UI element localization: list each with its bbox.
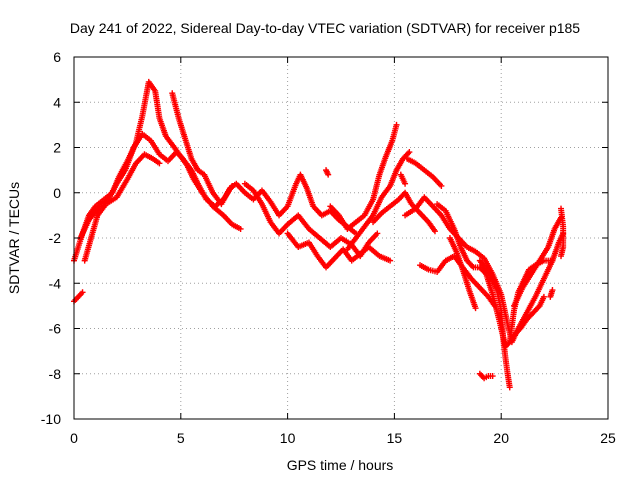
series-arc3 — [81, 151, 163, 264]
series-arc1 — [71, 78, 244, 264]
x-tick-label: 0 — [70, 430, 78, 446]
y-axis-label: SDTVAR / TECUs — [6, 182, 22, 294]
data-point — [549, 257, 556, 264]
series-arc8 — [327, 121, 400, 232]
y-tick-label: -8 — [49, 366, 62, 382]
series-arc21 — [547, 287, 556, 300]
series-arc15 — [476, 257, 513, 391]
series-arc18 — [511, 214, 565, 309]
data-point — [402, 180, 409, 187]
y-tick-label: -10 — [41, 411, 61, 427]
data-points — [71, 78, 567, 391]
x-tick-labels: 0 5 10 15 20 25 — [70, 430, 616, 446]
x-tick-label: 20 — [493, 430, 509, 446]
x-tick-label: 5 — [177, 430, 185, 446]
data-point — [237, 225, 244, 232]
x-axis-label: GPS time / hours — [287, 457, 394, 473]
data-point — [406, 149, 413, 156]
data-point — [393, 121, 400, 128]
data-point — [558, 253, 565, 260]
series-arc7 — [284, 230, 394, 271]
y-tick-label: 4 — [53, 94, 61, 110]
series-arc22 — [323, 167, 332, 178]
data-point — [387, 257, 394, 264]
series-arc11 — [404, 155, 445, 189]
series-arc20 — [558, 205, 567, 260]
y-tick-label: -2 — [49, 230, 62, 246]
series-arc10 — [370, 189, 438, 235]
data-point — [506, 384, 513, 391]
data-point — [472, 305, 479, 312]
data-point — [79, 289, 86, 296]
series-arc23 — [397, 171, 409, 187]
y-tick-label: 6 — [53, 49, 61, 65]
data-point — [489, 373, 496, 380]
grid-lines — [74, 57, 608, 419]
data-point — [438, 182, 445, 189]
data-point — [156, 160, 163, 167]
series-arc4 — [71, 289, 86, 305]
data-point — [431, 228, 438, 235]
y-tick-label: 2 — [53, 140, 61, 156]
data-point — [325, 171, 332, 178]
data-point — [491, 302, 498, 309]
data-point — [374, 230, 381, 237]
chart-title: Day 241 of 2022, Sidereal Day-to-day VTE… — [70, 20, 580, 36]
axis-ticks — [73, 56, 609, 420]
x-tick-label: 10 — [280, 430, 296, 446]
data-point — [558, 214, 565, 221]
series-arc16 — [446, 235, 479, 312]
series-arc17 — [476, 370, 496, 382]
y-tick-label: -6 — [49, 321, 62, 337]
y-tick-label: -4 — [49, 275, 62, 291]
series-arc19 — [511, 293, 547, 339]
series-arc5 — [169, 90, 359, 237]
y-tick-label: 0 — [53, 185, 61, 201]
data-point — [549, 287, 556, 294]
x-tick-label: 15 — [387, 430, 403, 446]
y-tick-labels: -10 -8 -6 -4 -2 0 2 4 6 — [41, 49, 61, 427]
data-point — [540, 293, 547, 300]
x-tick-label: 25 — [600, 430, 616, 446]
series-arc9 — [344, 149, 413, 253]
